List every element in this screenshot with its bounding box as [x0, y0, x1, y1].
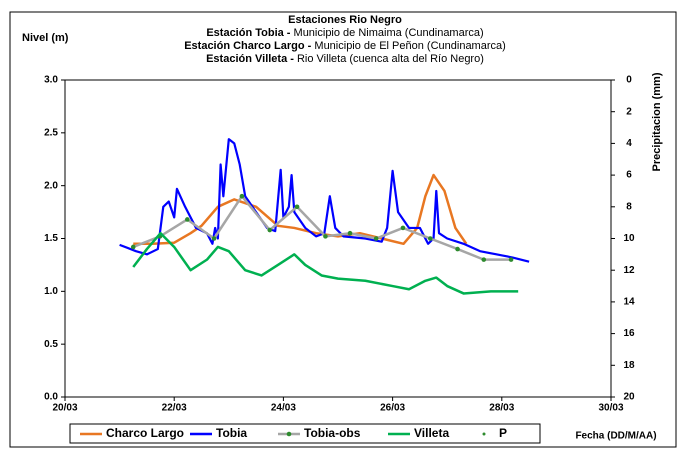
y2-tick-label: 16: [623, 328, 635, 339]
series-marker: [373, 236, 379, 241]
x-tick-label: 26/03: [380, 403, 405, 414]
legend-frame: [69, 423, 541, 444]
y-tick-label: 2.5: [44, 127, 58, 138]
series-marker: [323, 234, 328, 239]
y-tick-label: 0.5: [44, 339, 58, 350]
y-tick-label: 1.0: [44, 286, 58, 297]
series-line: [133, 173, 468, 246]
title-text: Municipio de El Peñon (Cundinamarca): [314, 40, 505, 52]
series-marker: [239, 193, 245, 199]
series-marker: [294, 204, 300, 210]
series-marker: [185, 217, 190, 222]
y2-tick-label: 18: [623, 360, 635, 371]
y-tick-label: 0.0: [44, 392, 58, 403]
title-bold: Estación Charco Largo -: [184, 40, 314, 52]
y2-tick-label: 0: [626, 75, 632, 86]
series-marker: [211, 236, 217, 241]
title-line: Estación Tobia - Municipio de Nimaima (C…: [206, 27, 483, 39]
y-tick-label: 1.5: [44, 233, 58, 244]
title-bold: Estación Villeta -: [206, 53, 297, 65]
legend-marker: [482, 432, 486, 436]
y2-tick-label: 6: [626, 170, 632, 181]
title-line: Estación Villeta - Rio Villeta (cuenca a…: [206, 53, 484, 65]
y2-tick-label: 14: [623, 297, 635, 308]
x-tick-label: 30/03: [598, 403, 623, 414]
y2-tick-label: 4: [626, 138, 632, 149]
series-marker: [481, 257, 487, 262]
series-marker: [347, 230, 353, 236]
title-text: Rio Villeta (cuenca alta del Río Negro): [297, 53, 484, 65]
y-tick-label: 3.0: [44, 75, 58, 86]
x-tick-label: 28/03: [489, 403, 514, 414]
series-line: [132, 231, 519, 295]
legend-label: Villeta: [414, 426, 449, 440]
y-tick-label: 2.0: [44, 180, 58, 191]
legend-label: Tobia-obs: [304, 426, 361, 440]
y2-tick-label: 20: [623, 392, 635, 403]
x-axis-label: Fecha (DD/M/AA): [575, 431, 656, 442]
chart-frame: [9, 11, 677, 448]
series-marker: [427, 236, 433, 241]
series-marker: [400, 225, 406, 231]
x-tick-label: 24/03: [271, 403, 296, 414]
title-line: Estación Charco Largo - Municipio de El …: [184, 40, 506, 52]
y2-axis-label: Precipitacion (mm): [651, 72, 663, 171]
series-marker: [508, 257, 514, 262]
title-text: Municipio de Nimaima (Cundinamarca): [294, 27, 484, 39]
legend-label: Charco Largo: [106, 426, 184, 440]
legend-label: P: [499, 426, 507, 440]
y2-tick-label: 10: [623, 233, 635, 244]
legend-marker: [286, 431, 292, 437]
series-marker: [455, 246, 460, 252]
chart-title: Estaciones Rio Negro: [288, 14, 402, 26]
legend-label: Tobia: [216, 426, 247, 440]
title-lines: Estación Tobia - Municipio de Nimaima (C…: [184, 27, 506, 65]
y2-tick-label: 2: [626, 106, 632, 117]
y-axis-label: Nivel (m): [22, 32, 69, 44]
x-tick-label: 22/03: [162, 403, 187, 414]
series-marker: [267, 227, 273, 233]
title-bold: Estación Tobia -: [206, 27, 293, 39]
y2-tick-label: 8: [626, 201, 632, 212]
x-tick-label: 20/03: [52, 403, 77, 414]
series-marker: [130, 244, 136, 250]
y2-tick-label: 12: [623, 265, 635, 276]
